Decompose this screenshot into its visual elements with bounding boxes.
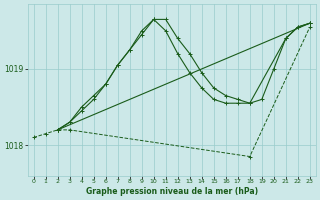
X-axis label: Graphe pression niveau de la mer (hPa): Graphe pression niveau de la mer (hPa) (86, 187, 258, 196)
